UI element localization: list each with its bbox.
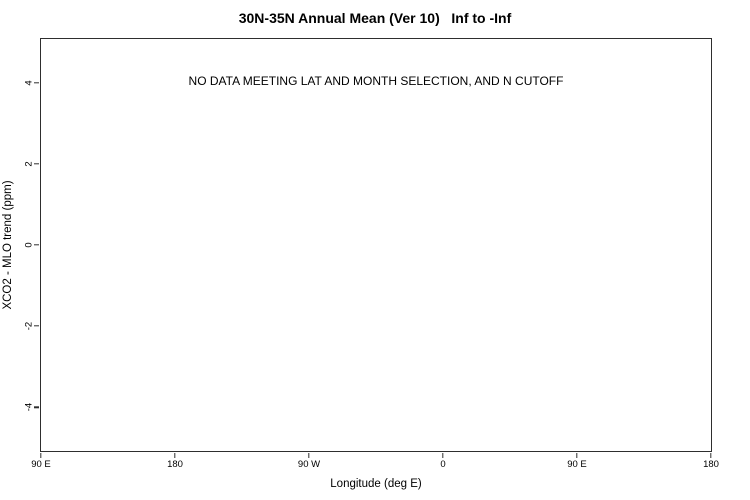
x-tick-mark <box>174 452 176 458</box>
x-tick-mark <box>308 452 310 458</box>
x-tick-mark <box>40 452 42 458</box>
x-tick-mark <box>442 452 444 458</box>
y-tick-label: -2 <box>23 321 35 331</box>
y-tick-label: -4 <box>23 402 35 412</box>
y-axis-label: XCO2 - MLO trend (ppm) <box>2 180 14 310</box>
x-tick-label: 0 <box>440 459 446 470</box>
x-tick-label: 180 <box>703 459 719 470</box>
chart-title: 30N-35N Annual Mean (Ver 10) Inf to -Inf <box>238 10 512 26</box>
x-tick-label: 90 W <box>297 459 321 470</box>
x-tick-label: 90 E <box>31 459 51 470</box>
x-tick-label: 180 <box>167 459 183 470</box>
y-tick-label: 4 <box>23 80 35 86</box>
y-tick-mark <box>34 325 40 327</box>
y-tick-mark <box>34 406 40 408</box>
plot-area: NO DATA MEETING LAT AND MONTH SELECTION,… <box>24 38 719 470</box>
y-tick-mark <box>34 244 40 246</box>
y-tick-label: 0 <box>23 242 35 248</box>
y-tick-label: 2 <box>23 161 35 167</box>
x-tick-label: 90 E <box>567 459 587 470</box>
x-tick-mark <box>710 452 712 458</box>
no-data-annotation: NO DATA MEETING LAT AND MONTH SELECTION,… <box>188 74 564 88</box>
y-tick-mark <box>34 163 40 165</box>
x-axis-label: Longitude (deg E) <box>330 478 422 490</box>
y-tick-mark <box>34 82 40 84</box>
x-tick-mark <box>576 452 578 458</box>
